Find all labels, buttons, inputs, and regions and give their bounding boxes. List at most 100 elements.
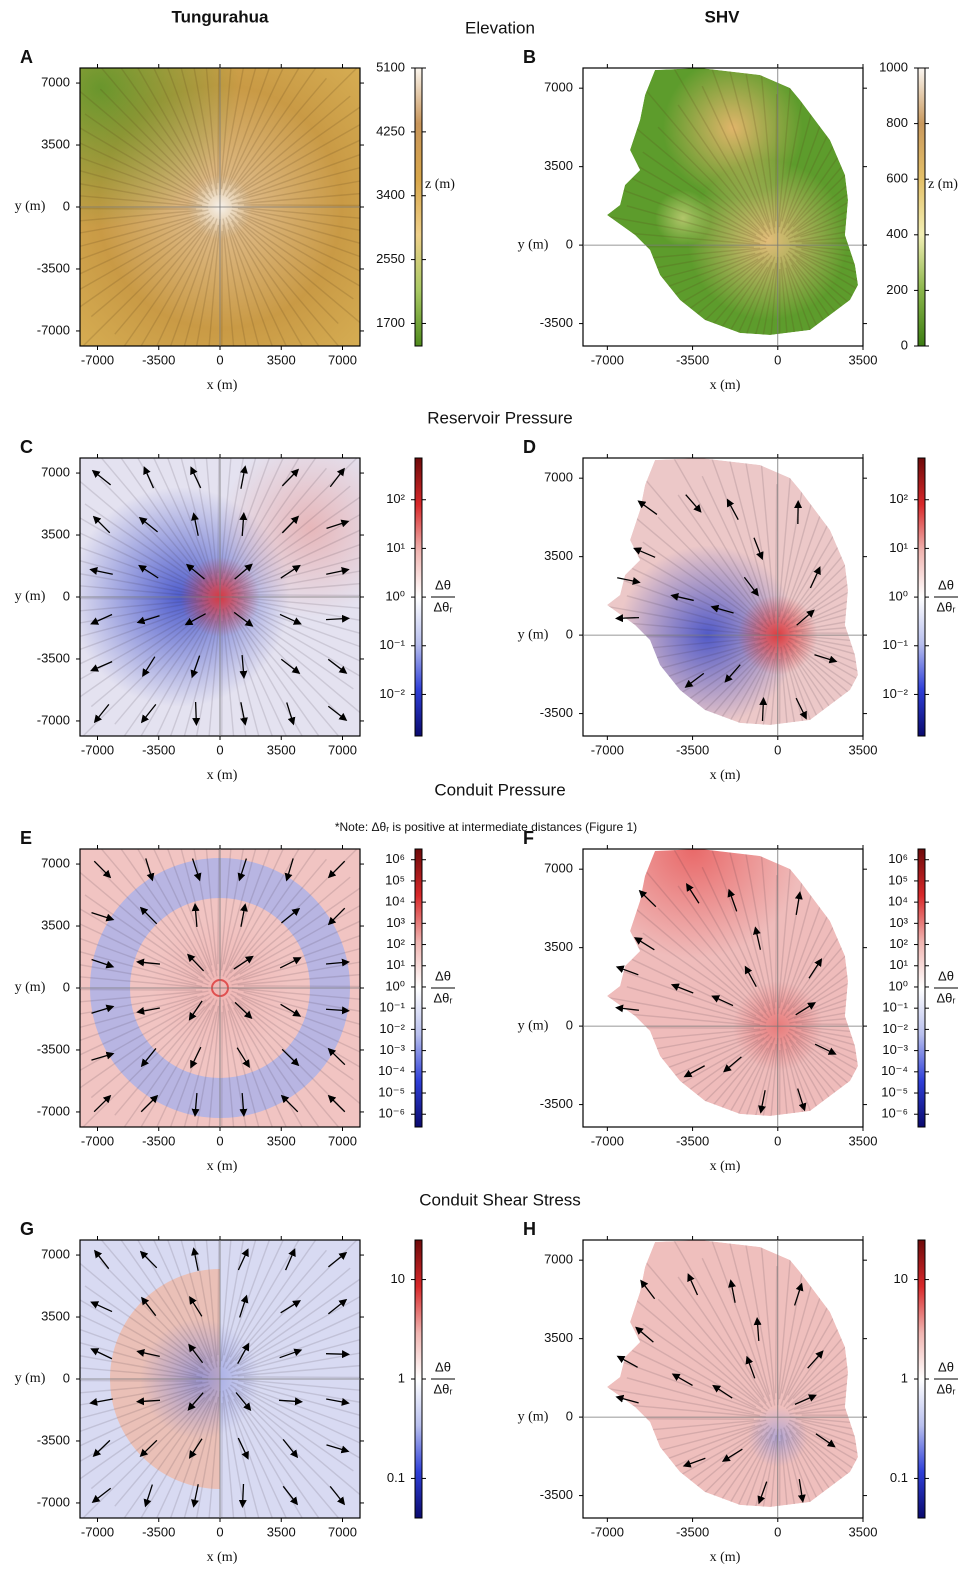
vector-arrow	[284, 858, 294, 882]
colorbar-tick-label: 800	[886, 115, 908, 130]
map-texture	[225, 217, 296, 346]
map-texture	[794, 1031, 858, 1093]
map-texture	[607, 212, 760, 245]
vector-arrow	[616, 1355, 638, 1368]
vector-arrow	[236, 1047, 250, 1069]
vector-arrow	[710, 604, 734, 614]
map-shade	[655, 190, 711, 246]
vector-arrow	[140, 1048, 157, 1068]
x-tick-label: 7000	[328, 1133, 357, 1148]
colorbar-label: Δθᵣ	[936, 990, 955, 1005]
colorbar	[414, 457, 423, 737]
map-texture	[139, 1009, 211, 1127]
vector-arrow	[191, 1092, 200, 1117]
colorbar	[414, 67, 423, 347]
map-texture	[657, 126, 760, 231]
colorbar-tick-label: 10⁻¹	[379, 637, 405, 652]
map-texture	[780, 256, 818, 335]
x-tick-label: 3500	[267, 352, 296, 367]
colorbar-tick-label: 10⁻⁴	[378, 1063, 405, 1078]
map-texture	[657, 516, 760, 621]
map-texture	[226, 223, 295, 346]
vector-arrow	[279, 613, 302, 625]
vector-arrow	[92, 1439, 111, 1458]
map-texture	[80, 599, 203, 619]
vector-arrow	[794, 891, 803, 915]
colorbar-tick-label: 10⁻⁶	[378, 1106, 405, 1121]
x-tick-label: 7000	[328, 352, 357, 367]
map-texture	[793, 963, 858, 1020]
map-texture	[791, 905, 858, 1016]
vector-arrow	[91, 1004, 115, 1014]
colorbar-tick-label: 10⁻²	[882, 1021, 908, 1036]
map-texture	[237, 1364, 360, 1377]
map-texture	[80, 1005, 206, 1127]
vector-arrow	[240, 903, 248, 927]
colorbar-tick-label: 10⁻¹	[379, 1000, 405, 1015]
colorbar-tick-label: 10⁻²	[379, 686, 405, 701]
map-texture	[227, 996, 353, 1127]
map-texture	[237, 1379, 360, 1411]
map-texture	[80, 224, 206, 346]
vector-arrow	[684, 672, 705, 688]
map-texture	[166, 218, 218, 346]
map-texture	[231, 990, 360, 1053]
map-texture	[237, 582, 360, 595]
map-texture	[729, 1243, 771, 1395]
map-texture	[217, 849, 220, 965]
map-texture	[204, 608, 221, 736]
x-axis-label: x (m)	[710, 378, 741, 393]
map-texture	[751, 262, 777, 335]
x-tick-label: -3500	[676, 352, 709, 367]
map-texture	[697, 1438, 769, 1507]
map-texture	[787, 250, 858, 335]
map-texture	[243, 204, 360, 207]
map-texture	[672, 1040, 768, 1116]
map-texture	[677, 1276, 767, 1404]
map-texture	[626, 986, 755, 1023]
map-texture	[80, 890, 199, 979]
map-texture	[222, 999, 260, 1127]
vector-arrow	[190, 1046, 202, 1069]
map-texture	[222, 1396, 238, 1518]
map-texture	[607, 1028, 761, 1048]
map-texture	[800, 577, 858, 628]
map-texture	[729, 71, 771, 223]
vector-arrow	[92, 515, 111, 534]
vector-arrow	[280, 1300, 302, 1314]
map-texture	[80, 988, 197, 991]
map-texture	[223, 849, 270, 965]
map-texture	[239, 117, 360, 194]
map-texture	[237, 192, 360, 205]
panel-label: E	[20, 828, 32, 848]
map-texture	[607, 642, 756, 693]
map-texture	[801, 248, 858, 285]
map-texture	[80, 468, 206, 588]
vector-arrow	[670, 983, 694, 994]
map-texture	[143, 1240, 215, 1369]
y-tick-label: 3500	[544, 939, 573, 954]
vector-arrow	[281, 468, 300, 487]
colorbar	[917, 67, 926, 347]
map-texture	[243, 985, 360, 988]
vector-arrow	[237, 1342, 250, 1364]
map-texture	[800, 187, 858, 238]
map-texture	[631, 958, 762, 1021]
map-texture	[84, 113, 211, 202]
map-texture	[790, 1045, 858, 1116]
map-texture	[774, 1266, 778, 1394]
map-texture	[795, 230, 858, 243]
map-texture	[222, 614, 238, 736]
map-texture	[724, 256, 776, 335]
colorbar	[917, 457, 926, 737]
colorbar-label: Δθᵣ	[936, 1381, 955, 1396]
y-tick-label: 3500	[544, 158, 573, 173]
map-texture	[799, 254, 858, 335]
map-texture	[80, 1389, 207, 1499]
map-texture	[234, 606, 360, 725]
x-tick-label: 0	[774, 1133, 781, 1148]
vector-arrow	[189, 1295, 203, 1317]
map-texture	[759, 458, 776, 618]
map-texture	[791, 1296, 858, 1407]
x-tick-label: 0	[774, 1524, 781, 1539]
